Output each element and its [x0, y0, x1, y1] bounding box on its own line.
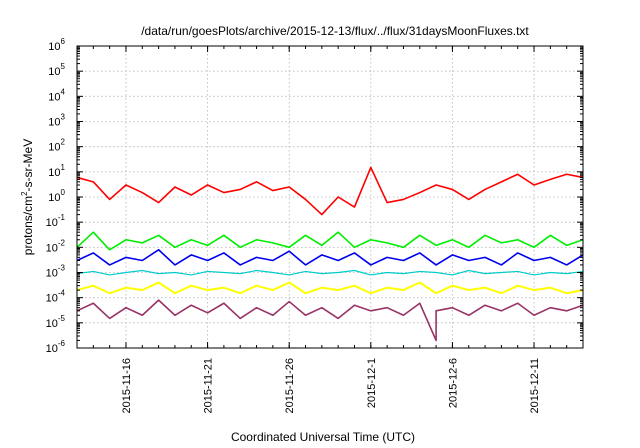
x-axis-label: Coordinated Universal Time (UTC)	[231, 430, 415, 444]
y-tick-base: 10	[48, 91, 60, 103]
y-tick-exponent: -6	[58, 339, 66, 348]
y-tick-exponent: -2	[58, 238, 66, 247]
y-tick-exponent: 5	[61, 62, 66, 71]
y-tick-label: 10-2	[46, 238, 66, 254]
grid-lines	[77, 46, 583, 348]
y-tick-label: 10-4	[46, 289, 66, 305]
y-tick-exponent: 0	[61, 188, 66, 197]
x-tick-label: 2015-11-21	[203, 358, 215, 413]
y-tick-base: 10	[46, 318, 58, 330]
series-line-5	[76, 281, 584, 295]
y-tick-base: 10	[46, 242, 58, 254]
y-tick-label: 105	[48, 62, 65, 78]
y-tick-label: 10-5	[46, 314, 66, 330]
y-tick-exponent: 1	[61, 163, 66, 172]
y-tick-exponent: 4	[61, 87, 66, 96]
y-tick-base: 10	[48, 167, 60, 179]
y-tick-exponent: -5	[58, 314, 66, 323]
y-tick-label: 10-6	[46, 339, 66, 355]
y-tick-base: 10	[46, 293, 58, 305]
y-tick-label: 104	[48, 87, 65, 103]
y-tick-exponent: 3	[61, 113, 66, 122]
y-tick-base: 10	[46, 217, 58, 229]
series-line-4	[76, 269, 584, 276]
y-tick-base: 10	[46, 268, 58, 280]
y-axis-label-before: protons/cm	[21, 196, 35, 255]
y-tick-label: 10-3	[46, 264, 66, 280]
y-axis-label: protons/cm2-s-sr-MeV	[20, 139, 35, 255]
series-line-2	[76, 231, 584, 251]
series-line-3	[76, 248, 584, 266]
y-tick-base: 10	[46, 343, 58, 355]
x-tick-label: 2015-12-1	[366, 358, 378, 408]
x-tick-label: 2015-12-6	[447, 358, 459, 408]
x-tick-label: 2015-11-16	[121, 358, 133, 413]
y-tick-base: 10	[48, 41, 60, 53]
y-tick-label: 103	[48, 113, 65, 129]
y-tick-base: 10	[48, 117, 60, 129]
y-tick-base: 10	[48, 142, 60, 154]
y-axis-label-sup: 2	[20, 191, 29, 196]
y-tick-base: 10	[48, 192, 60, 204]
y-tick-exponent: -3	[58, 264, 66, 273]
series-line-6	[76, 299, 584, 342]
series-line-1	[76, 166, 584, 216]
y-axis-ticks: 10-610-510-410-310-210-11001011021031041…	[46, 37, 583, 355]
y-tick-label: 10-1	[46, 213, 66, 229]
y-tick-label: 102	[48, 138, 65, 154]
y-tick-exponent: -4	[58, 289, 66, 298]
x-tick-label: 2015-12-11	[529, 358, 541, 413]
y-tick-label: 106	[48, 37, 65, 53]
series-group	[76, 166, 584, 342]
y-tick-label: 100	[48, 188, 65, 204]
y-axis-label-after: -s-sr-MeV	[21, 139, 35, 192]
x-tick-label: 2015-11-26	[284, 358, 296, 413]
y-tick-exponent: 2	[61, 138, 66, 147]
y-tick-label: 101	[48, 163, 65, 179]
x-axis-ticks: 2015-11-16 2015-11-21 2015-11-26 2015-12-1 2…	[92, 46, 568, 413]
y-tick-exponent: -1	[58, 213, 66, 222]
y-tick-base: 10	[48, 66, 60, 78]
chart-title: /data/run/goesPlots/archive/2015-12-13/f…	[141, 24, 529, 38]
y-tick-exponent: 6	[61, 37, 66, 46]
